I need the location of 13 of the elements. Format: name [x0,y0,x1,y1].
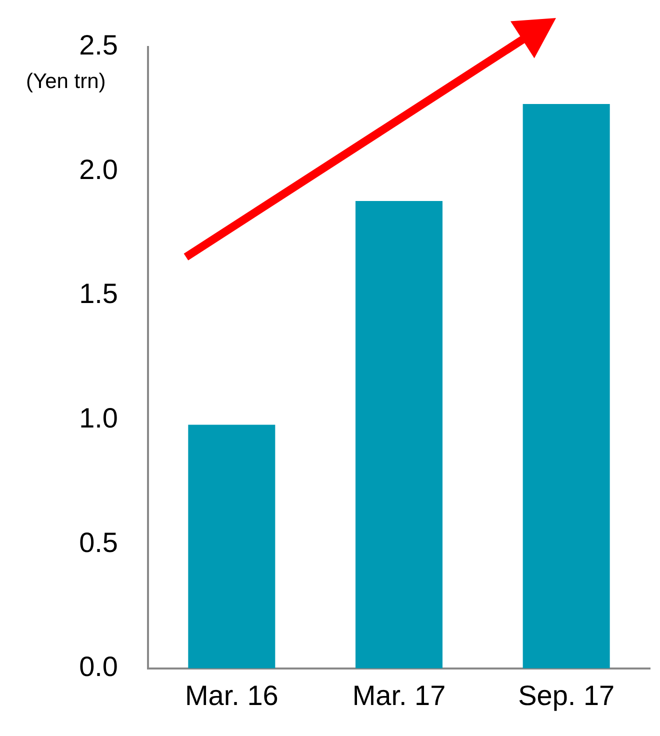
y-tick-label: 0.0 [79,651,118,682]
x-tick-label: Mar. 17 [352,680,446,711]
y-tick-label: 1.5 [79,278,118,310]
bar [188,424,276,668]
bar [355,200,443,668]
y-tick-label: 1.0 [79,402,118,434]
y-tick-label: 0.5 [79,526,118,558]
y-tick-label: 2.0 [79,154,118,185]
x-tick-label: Sep. 17 [518,680,615,711]
y-axis-title: (Yen trn) [26,70,106,94]
x-tick-label: Mar. 16 [184,680,278,711]
bar [522,104,610,668]
y-tick-label: 2.5 [79,30,118,61]
